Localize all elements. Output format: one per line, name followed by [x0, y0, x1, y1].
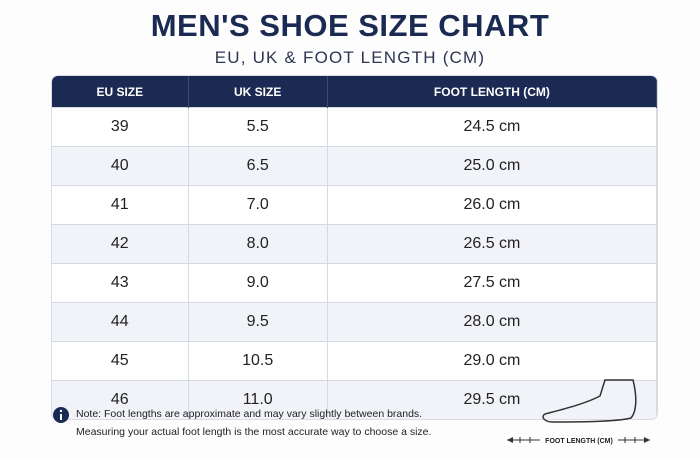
note-line: Measuring your actual foot length is the…: [76, 426, 432, 438]
table-cell: 29.0 cm: [327, 341, 657, 381]
column-header: EU SIZE: [52, 76, 189, 108]
table-row: 40 6.5 25.0 cm: [52, 146, 657, 186]
title: MEN'S SHOE SIZE CHART: [150, 8, 550, 43]
table-cell: 39: [52, 107, 189, 147]
table-row: 39 5.5 24.5 cm: [52, 107, 657, 147]
table-cell: 43: [52, 263, 189, 303]
table-cell: 7.0: [188, 185, 328, 225]
table-cell: 5.5: [188, 107, 328, 147]
table-cell: 27.5 cm: [327, 263, 657, 303]
size-table: EU SIZE UK SIZE FOOT LENGTH (CM) 39 5.5 24.5…: [52, 76, 657, 419]
table-cell: 6.5: [188, 146, 328, 186]
info-icon: [53, 407, 69, 423]
table-row: 43 9.0 27.5 cm: [52, 263, 657, 303]
subtitle: EU, UK & FOOT LENGTH (CM): [214, 48, 486, 67]
table-cell: 26.0 cm: [327, 185, 657, 225]
table-cell: 28.0 cm: [327, 302, 657, 342]
table-row: 41 7.0 26.0 cm: [52, 185, 657, 225]
table-cell: 25.0 cm: [327, 146, 657, 186]
table-cell: 9.0: [188, 263, 328, 303]
table-cell: 42: [52, 224, 189, 264]
table-cell: 26.5 cm: [327, 224, 657, 264]
table-cell: 29.5 cm: [327, 380, 657, 419]
table-cell: 46: [52, 380, 189, 419]
table-cell: 44: [52, 302, 189, 342]
table-body: 39 5.5 24.5 cm 40 6.5 25.0 cm 41 7.0 26.0 cm 42 8.…: [52, 107, 657, 419]
table-cell: 9.5: [188, 302, 328, 342]
table-cell: 24.5 cm: [327, 107, 657, 147]
table-cell: 8.0: [188, 224, 328, 264]
table-cell: 10.5: [188, 341, 328, 381]
table-cell: 40: [52, 146, 189, 186]
note: Note: Foot lengths are approximate and m…: [76, 405, 431, 441]
header-row: EU SIZE UK SIZE FOOT LENGTH (CM): [52, 76, 657, 108]
table-row: 42 8.0 26.5 cm: [52, 224, 657, 264]
table-cell: 11.0: [188, 380, 328, 419]
column-header: UK SIZE: [188, 76, 328, 108]
table-row: 45 10.5 29.0 cm: [52, 341, 657, 381]
table-row: 44 9.5 28.0 cm: [52, 302, 657, 342]
table-cell: 41: [52, 185, 189, 225]
table-row: 46 11.0 29.5 cm: [52, 380, 657, 419]
note-line: Note: Foot lengths are approximate and m…: [76, 408, 423, 420]
illustration-label: FOOT LENGTH (CM): [545, 438, 613, 445]
foot-illustration: FOOT LENGTH (CM): [507, 379, 650, 446]
column-header: FOOT LENGTH (CM): [327, 76, 657, 108]
table-cell: 45: [52, 341, 189, 381]
